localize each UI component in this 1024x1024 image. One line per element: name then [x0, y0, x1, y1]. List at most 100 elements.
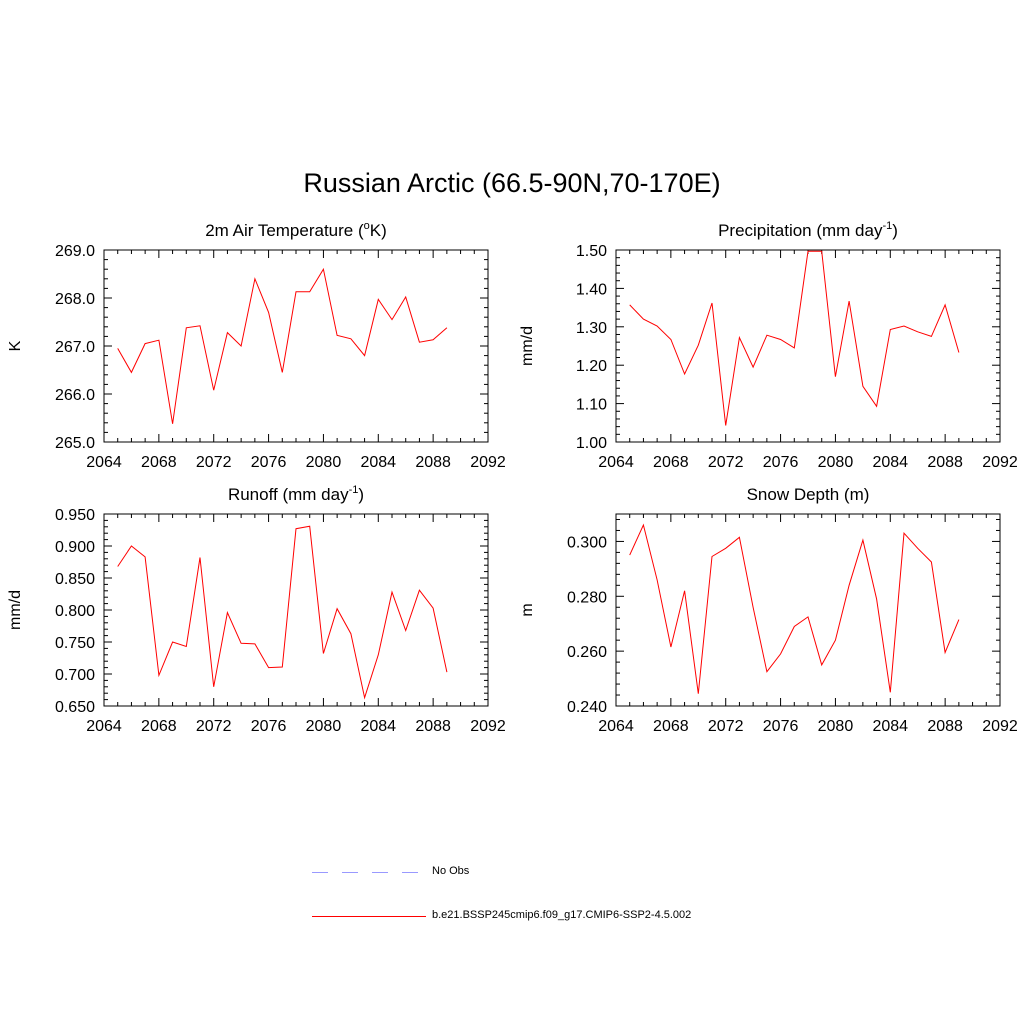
- data-point-precipitation: [629, 304, 630, 305]
- y-tick-label-runoff: 0.850: [55, 571, 95, 588]
- data-point-snow-depth: [657, 579, 658, 580]
- x-tick-label-precipitation: 2084: [872, 454, 908, 471]
- x-tick-label-snow-depth: 2076: [763, 718, 799, 735]
- x-tick-label-runoff: 2072: [196, 718, 232, 735]
- data-point-snow-depth: [753, 607, 754, 608]
- x-tick-label-precipitation: 2092: [982, 454, 1018, 471]
- data-point-runoff: [350, 633, 351, 634]
- data-point-precipitation: [684, 373, 685, 374]
- y-tick-label-precipitation: 1.00: [576, 435, 607, 452]
- data-point-air-temperature: [158, 340, 159, 341]
- data-point-runoff: [337, 608, 338, 609]
- data-point-snow-depth: [821, 664, 822, 665]
- x-tick-label-snow-depth: 2080: [818, 718, 854, 735]
- y-tick-label-air-temperature: 269.0: [55, 243, 95, 260]
- data-point-precipitation: [876, 406, 877, 407]
- data-point-snow-depth: [684, 590, 685, 591]
- data-point-runoff: [199, 557, 200, 558]
- series-line-air-temperature: [117, 267, 448, 424]
- data-point-precipitation: [670, 339, 671, 340]
- x-tick-label-snow-depth: 2064: [598, 718, 634, 735]
- data-point-snow-depth: [903, 533, 904, 534]
- data-point-precipitation: [698, 345, 699, 346]
- y-tick-label-precipitation: 1.10: [576, 397, 607, 414]
- data-point-snow-depth: [670, 646, 671, 647]
- data-point-runoff: [391, 591, 392, 592]
- data-point-air-temperature: [213, 390, 214, 391]
- data-point-precipitation: [862, 386, 863, 387]
- data-point-air-temperature: [309, 291, 310, 292]
- x-tick-label-snow-depth: 2084: [872, 718, 908, 735]
- data-point-runoff: [186, 646, 187, 647]
- data-point-runoff: [268, 667, 269, 668]
- y-tick-label-snow-depth: 0.260: [567, 644, 607, 661]
- x-tick-label-runoff: 2076: [251, 718, 287, 735]
- data-point-runoff: [378, 654, 379, 655]
- data-point-air-temperature: [350, 338, 351, 339]
- figure-title: Russian Arctic (66.5-90N,70-170E): [303, 168, 721, 198]
- data-point-runoff: [117, 566, 118, 567]
- panel-title-precipitation: Precipitation (mm day-1): [718, 220, 898, 240]
- data-point-runoff: [241, 643, 242, 644]
- x-tick-label-runoff: 2088: [415, 718, 451, 735]
- data-point-snow-depth: [698, 693, 699, 694]
- data-point-precipitation: [835, 376, 836, 377]
- data-point-snow-depth: [890, 692, 891, 693]
- data-point-precipitation: [849, 300, 850, 301]
- y-axis-label-snow-depth: m: [519, 603, 536, 616]
- y-tick-label-snow-depth: 0.280: [567, 589, 607, 606]
- data-point-air-temperature: [295, 291, 296, 292]
- y-tick-label-precipitation: 1.30: [576, 320, 607, 337]
- data-point-snow-depth: [835, 640, 836, 641]
- series-line-precipitation: [629, 250, 960, 426]
- data-point-air-temperature: [254, 278, 255, 279]
- data-point-snow-depth: [711, 556, 712, 557]
- legend-swatch-obs: [312, 872, 426, 873]
- x-tick-label-air-temperature: 2088: [415, 454, 451, 471]
- data-point-snow-depth: [794, 626, 795, 627]
- legend: No Obs b.e21.BSSP245cmip6.f09_g17.CMIP6-…: [312, 860, 832, 940]
- x-tick-label-snow-depth: 2088: [927, 718, 963, 735]
- x-tick-label-air-temperature: 2084: [360, 454, 396, 471]
- data-point-air-temperature: [227, 332, 228, 333]
- data-point-air-temperature: [433, 339, 434, 340]
- panel-title-runoff: Runoff (mm day-1): [228, 484, 364, 504]
- data-point-runoff: [433, 607, 434, 608]
- y-tick-label-precipitation: 1.20: [576, 358, 607, 375]
- data-point-air-temperature: [391, 319, 392, 320]
- series-line-runoff: [117, 525, 448, 700]
- x-tick-label-air-temperature: 2072: [196, 454, 232, 471]
- data-point-air-temperature: [446, 327, 447, 328]
- data-point-snow-depth: [807, 616, 808, 617]
- data-point-air-temperature: [186, 327, 187, 328]
- x-tick-label-air-temperature: 2080: [306, 454, 342, 471]
- data-point-runoff: [309, 526, 310, 527]
- data-point-runoff: [172, 641, 173, 642]
- data-point-precipitation: [657, 325, 658, 326]
- data-point-precipitation: [739, 337, 740, 338]
- data-point-air-temperature: [323, 269, 324, 270]
- x-tick-label-runoff: 2068: [141, 718, 177, 735]
- data-point-snow-depth: [862, 539, 863, 540]
- data-point-runoff: [405, 630, 406, 631]
- y-axis-label-precipitation: mm/d: [519, 326, 536, 366]
- x-tick-label-snow-depth: 2072: [708, 718, 744, 735]
- data-point-snow-depth: [849, 585, 850, 586]
- y-tick-label-snow-depth: 0.300: [567, 534, 607, 551]
- x-tick-label-precipitation: 2080: [818, 454, 854, 471]
- panel-title-snow-depth: Snow Depth (m): [747, 485, 870, 504]
- data-point-snow-depth: [945, 652, 946, 653]
- data-point-runoff: [254, 643, 255, 644]
- series-line-snow-depth: [629, 523, 960, 694]
- legend-item-model: b.e21.BSSP245cmip6.f09_g17.CMIP6-SSP2-4.…: [312, 907, 832, 927]
- y-tick-label-runoff: 0.650: [55, 699, 95, 716]
- y-tick-label-runoff: 0.800: [55, 603, 95, 620]
- data-point-precipitation: [794, 347, 795, 348]
- data-point-snow-depth: [917, 548, 918, 549]
- data-point-runoff: [131, 545, 132, 546]
- plot-frame-runoff: [103, 513, 489, 707]
- y-tick-label-precipitation: 1.50: [576, 243, 607, 260]
- legend-swatch-model: [312, 916, 426, 917]
- x-tick-label-runoff: 2092: [470, 718, 506, 735]
- data-point-snow-depth: [958, 619, 959, 620]
